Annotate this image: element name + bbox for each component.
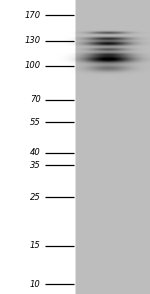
Text: 40: 40 [30,148,40,157]
Text: 100: 100 [24,61,40,70]
Text: 170: 170 [24,11,40,20]
Text: 130: 130 [24,36,40,45]
Text: 15: 15 [30,241,40,250]
Text: 55: 55 [30,118,40,127]
Text: 25: 25 [30,193,40,202]
Text: 35: 35 [30,161,40,170]
Text: 70: 70 [30,95,40,104]
Text: 10: 10 [30,280,40,288]
